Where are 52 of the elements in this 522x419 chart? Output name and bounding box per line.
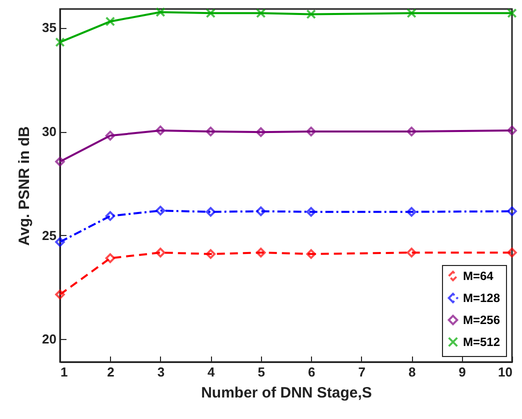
point <box>206 126 216 136</box>
point <box>156 248 166 258</box>
x-tick-label: 9 <box>458 364 466 380</box>
legend-label: M=64 <box>463 269 494 283</box>
point <box>55 156 65 166</box>
point <box>306 249 316 259</box>
x-tick-label: 2 <box>107 364 114 380</box>
point <box>507 8 517 18</box>
legend-label: M=512 <box>463 335 500 349</box>
x-tick-label: 3 <box>157 364 165 380</box>
point <box>105 211 116 221</box>
point <box>105 253 116 264</box>
x-axis-title: Number of DNN Stage,S <box>201 384 372 402</box>
point <box>306 9 316 20</box>
point <box>507 248 517 258</box>
point <box>156 206 166 216</box>
point <box>406 126 416 136</box>
point <box>507 126 517 136</box>
point <box>55 290 65 300</box>
point <box>206 207 216 217</box>
y-tick-label: 30 <box>42 124 56 140</box>
y-tick-label: 20 <box>42 332 56 347</box>
point <box>105 130 116 141</box>
point <box>406 248 416 258</box>
y-tick-label: 25 <box>42 228 56 243</box>
x-tick-label: 4 <box>208 364 216 380</box>
y-axis-title: Avg. PSNR in dB <box>16 126 34 246</box>
point <box>406 8 416 18</box>
point <box>306 207 316 217</box>
point <box>507 206 517 216</box>
point <box>256 206 266 216</box>
point <box>256 248 266 258</box>
legend-label: M=128 <box>463 291 500 305</box>
point <box>105 16 116 26</box>
point <box>55 237 65 247</box>
point <box>206 8 216 18</box>
point <box>306 126 316 136</box>
x-tick-label: 5 <box>258 364 266 380</box>
x-tick-label: 1 <box>60 364 68 380</box>
point <box>206 249 216 259</box>
point <box>256 127 266 138</box>
x-tick-label: 7 <box>358 364 366 380</box>
point <box>256 8 266 18</box>
x-tick-label: 8 <box>408 364 416 380</box>
y-tick-label: 35 <box>42 20 56 36</box>
x-tick-label: 6 <box>308 364 316 380</box>
point <box>406 207 416 217</box>
legend-label: M=256 <box>463 313 500 327</box>
point <box>156 126 166 136</box>
point <box>156 7 166 17</box>
point <box>55 37 65 48</box>
x-tick-label: 10 <box>498 364 512 380</box>
